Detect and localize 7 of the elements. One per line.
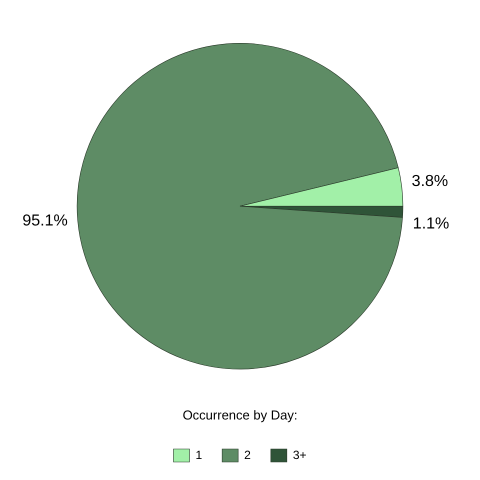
- legend-title: Occurrence by Day:: [182, 407, 298, 422]
- data-label: 1.1%: [412, 216, 450, 233]
- legend-label: 1: [195, 448, 202, 462]
- data-label: 3.8%: [412, 173, 448, 190]
- legend-label: 2: [244, 448, 252, 462]
- legend-label: 3+: [292, 448, 307, 462]
- data-label: 95.1%: [22, 212, 68, 230]
